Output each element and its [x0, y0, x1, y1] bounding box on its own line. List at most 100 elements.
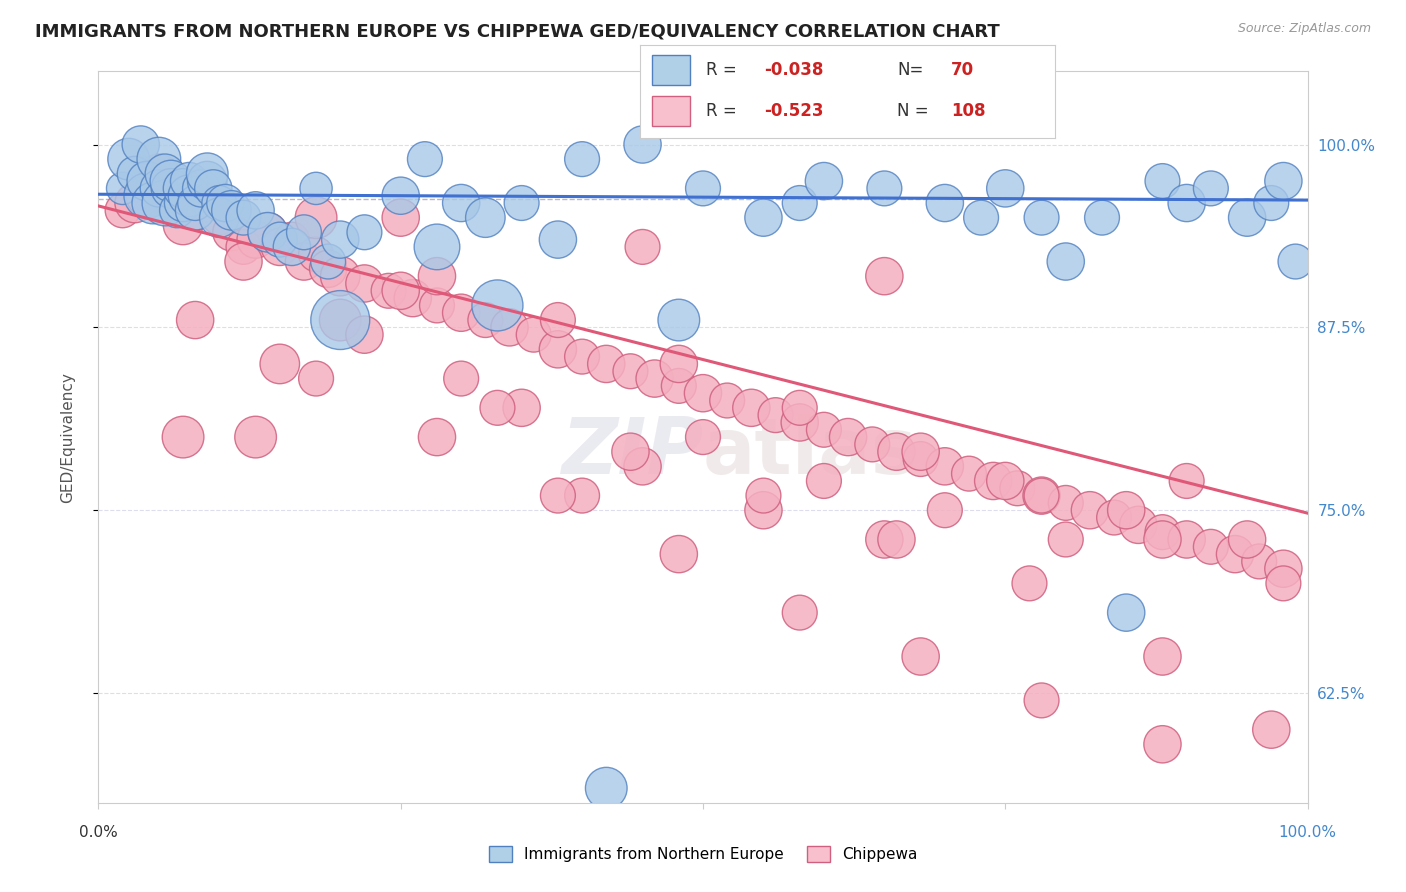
Point [195, 167, 218, 181]
Point [631, 240, 654, 254]
Point [1249, 554, 1271, 568]
Point [619, 364, 641, 378]
Text: -0.523: -0.523 [765, 102, 824, 120]
Point [1115, 606, 1137, 620]
Text: Source: ZipAtlas.com: Source: ZipAtlas.com [1237, 22, 1371, 36]
Point [873, 269, 896, 284]
Point [135, 188, 157, 202]
Point [547, 233, 569, 247]
Point [1031, 693, 1053, 707]
Point [245, 203, 267, 218]
Point [232, 240, 254, 254]
Point [1236, 211, 1258, 225]
Point [1272, 562, 1295, 576]
Point [1284, 254, 1306, 268]
Point [1031, 489, 1053, 503]
Point [595, 357, 617, 371]
Point [316, 261, 339, 276]
Point [716, 393, 738, 408]
Point [1091, 211, 1114, 225]
Point [486, 401, 509, 415]
Point [389, 211, 412, 225]
Point [172, 430, 194, 444]
Point [305, 181, 328, 195]
Point [547, 313, 569, 327]
Point [474, 211, 496, 225]
Point [886, 444, 908, 458]
Text: atlas: atlas [703, 414, 918, 490]
Point [510, 196, 533, 211]
Point [124, 167, 146, 181]
Point [281, 240, 304, 254]
Text: N=: N= [897, 61, 924, 78]
Point [202, 181, 225, 195]
Point [160, 196, 183, 211]
Point [740, 401, 762, 415]
Point [329, 269, 352, 284]
Text: 108: 108 [950, 102, 986, 120]
Point [269, 357, 291, 371]
Bar [652, 96, 689, 126]
Point [1054, 496, 1077, 510]
Point [957, 467, 980, 481]
Point [1018, 576, 1040, 591]
Point [668, 313, 690, 327]
Point [184, 203, 207, 218]
Point [124, 196, 146, 211]
Point [214, 196, 236, 211]
Text: -0.038: -0.038 [765, 61, 824, 78]
Point [389, 188, 412, 202]
Point [316, 254, 339, 268]
Point [970, 211, 993, 225]
Point [668, 357, 690, 371]
Point [426, 430, 449, 444]
Point [148, 152, 170, 166]
Point [135, 188, 157, 202]
Point [179, 188, 201, 202]
Point [934, 459, 956, 474]
Point [1078, 503, 1101, 517]
Point [142, 196, 165, 211]
Point [510, 401, 533, 415]
Point [160, 181, 183, 195]
Point [994, 181, 1017, 195]
Point [571, 489, 593, 503]
Point [450, 306, 472, 320]
Point [547, 343, 569, 357]
Point [1152, 174, 1174, 188]
Point [1199, 540, 1222, 554]
Point [934, 503, 956, 517]
Point [910, 649, 932, 664]
Point [148, 167, 170, 181]
Point [789, 196, 811, 211]
Point [644, 371, 666, 385]
Point [523, 327, 546, 342]
Point [389, 284, 412, 298]
Point [1031, 211, 1053, 225]
Point [148, 181, 170, 195]
Point [450, 371, 472, 385]
Point [329, 313, 352, 327]
Point [752, 211, 775, 225]
Point [1260, 723, 1282, 737]
Point [172, 218, 194, 232]
Point [269, 233, 291, 247]
Point [172, 181, 194, 195]
Point [1223, 547, 1246, 561]
Point [547, 489, 569, 503]
Text: 0.0%: 0.0% [79, 825, 118, 839]
Point [221, 225, 243, 239]
Point [426, 298, 449, 312]
Point [148, 181, 170, 195]
Point [571, 350, 593, 364]
Point [1272, 174, 1295, 188]
Point [1102, 510, 1125, 524]
Point [1152, 737, 1174, 751]
Text: R =: R = [706, 61, 737, 78]
Point [765, 408, 787, 422]
Point [860, 437, 883, 451]
Point [256, 225, 278, 239]
Point [1031, 489, 1053, 503]
Point [752, 489, 775, 503]
Point [1115, 503, 1137, 517]
